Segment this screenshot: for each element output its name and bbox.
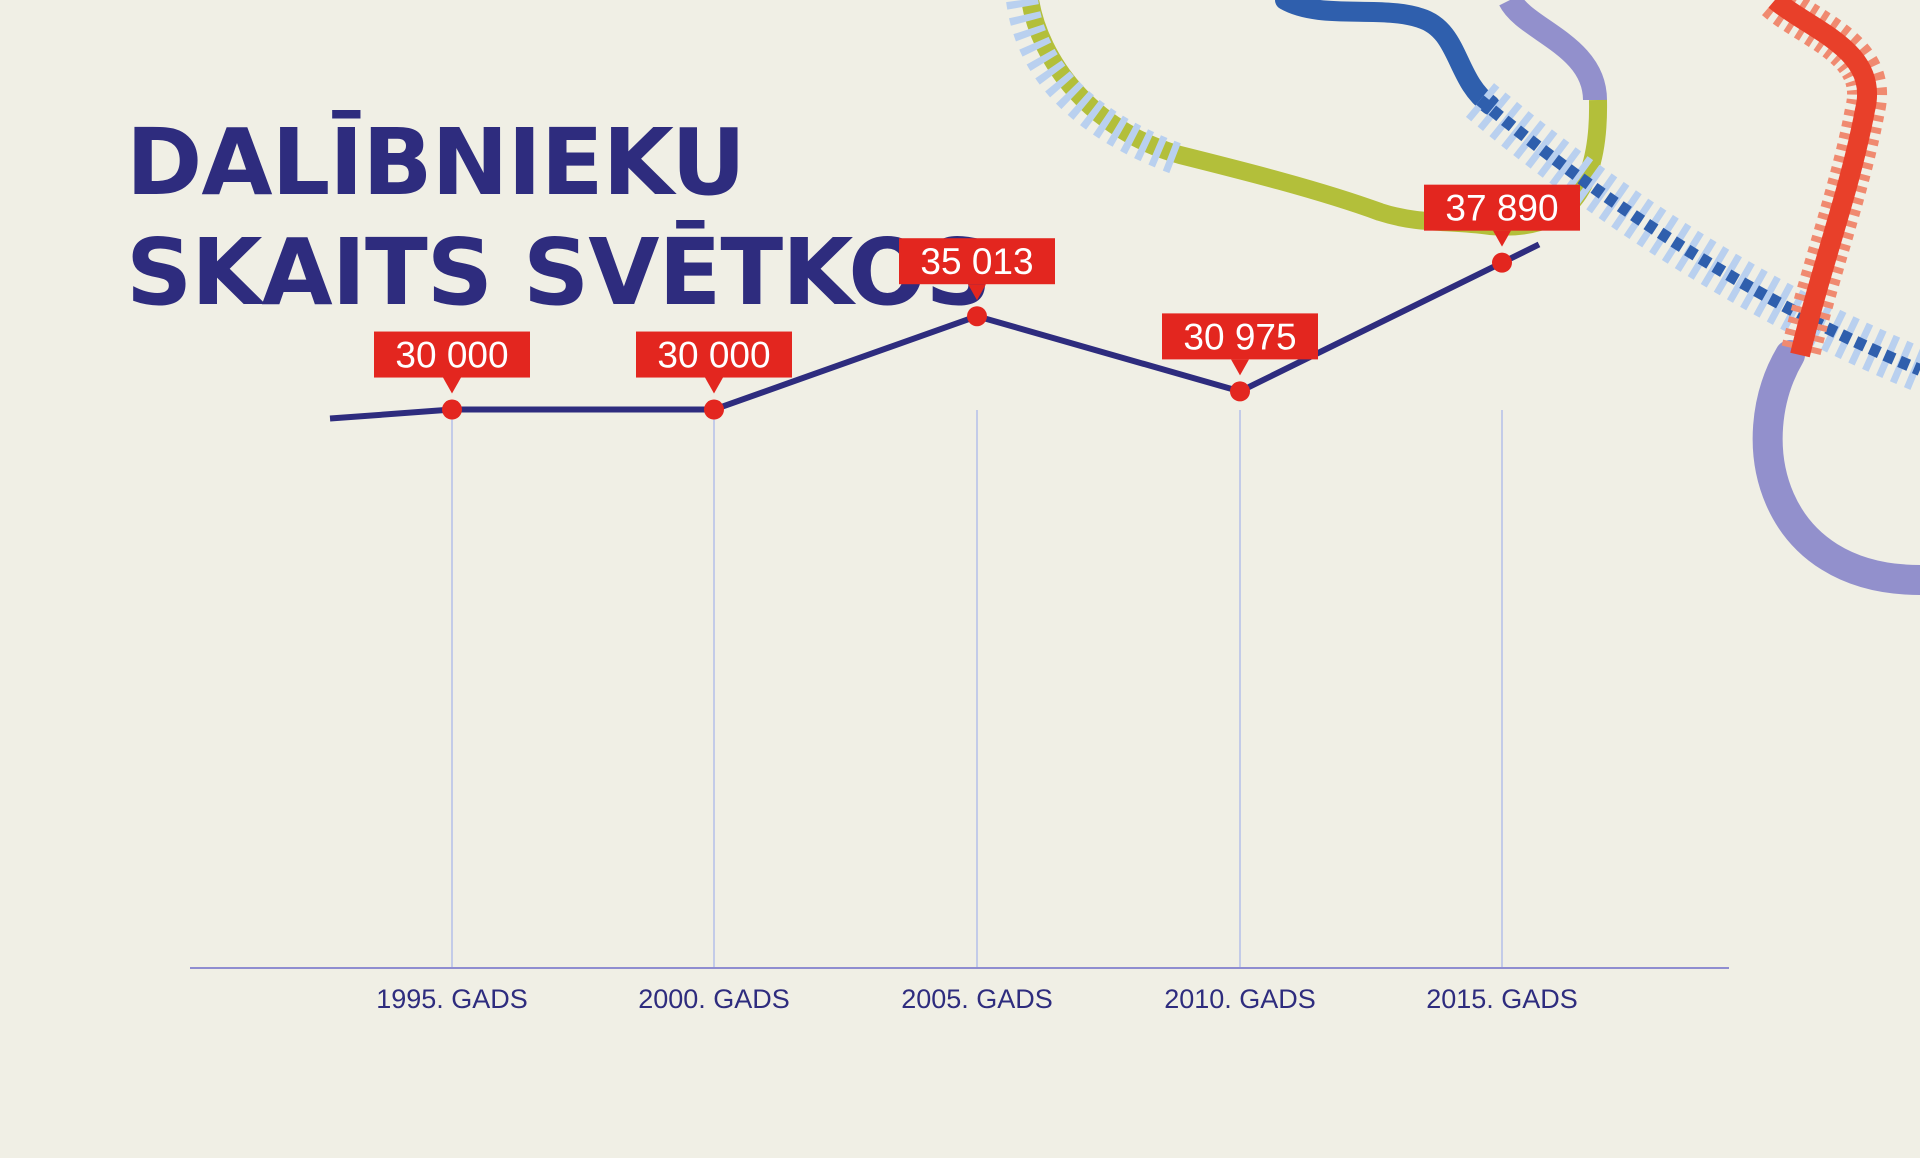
data-point: [1230, 381, 1250, 402]
data-label: 37 890: [1445, 188, 1558, 229]
deco-blue-line: [1275, 0, 1500, 115]
chart-title: DALĪBNIEKU SKAITS SVĒTKOS: [126, 108, 992, 328]
deco-red-track: [1768, 0, 1877, 358]
data-label-pointer: [1231, 359, 1249, 376]
x-tick-label: 2005. GADS: [901, 984, 1053, 1014]
chart-title-line-1: DALĪBNIEKU: [126, 109, 746, 216]
data-label-pointer: [1493, 230, 1511, 247]
data-points: [442, 252, 1512, 420]
data-label-pointer: [443, 377, 461, 394]
deco-lavender-loop: [1752, 340, 1920, 595]
data-label-box: [374, 331, 530, 378]
data-label-box: [1424, 184, 1580, 231]
data-label: 35 013: [920, 241, 1033, 282]
data-label-box: [636, 331, 792, 378]
data-labels: 30 000 30 000 35 013 30 975 37 890: [374, 184, 1580, 394]
x-tick-label: 2000. GADS: [638, 984, 790, 1014]
data-label: 30 000: [395, 335, 508, 376]
x-tick-labels: 1995. GADS 2000. GADS 2005. GADS 2010. GADS…: [376, 984, 1578, 1014]
x-tick-label: 2010. GADS: [1164, 984, 1316, 1014]
deco-blue-track: [1476, 95, 1920, 376]
data-point: [442, 399, 462, 420]
chart-grid: [451, 410, 1503, 968]
data-label-pointer: [968, 284, 986, 301]
data-point: [1492, 252, 1512, 273]
decorative-lines: [1006, 0, 1920, 595]
deco-lightblue-dash: [1006, 0, 1186, 176]
chart-title-line-2: SKAITS SVĒTKOS: [126, 219, 992, 326]
data-label-box: [1162, 313, 1318, 360]
data-label: 30 975: [1183, 316, 1296, 357]
data-label-pointer: [705, 377, 723, 394]
data-point: [704, 399, 724, 420]
x-tick-label: 2015. GADS: [1426, 984, 1578, 1014]
x-tick-label: 1995. GADS: [376, 984, 528, 1014]
deco-lavender-hook: [1499, 0, 1607, 102]
data-point: [967, 306, 987, 327]
data-label-box: [899, 238, 1055, 285]
data-label: 30 000: [657, 335, 770, 376]
